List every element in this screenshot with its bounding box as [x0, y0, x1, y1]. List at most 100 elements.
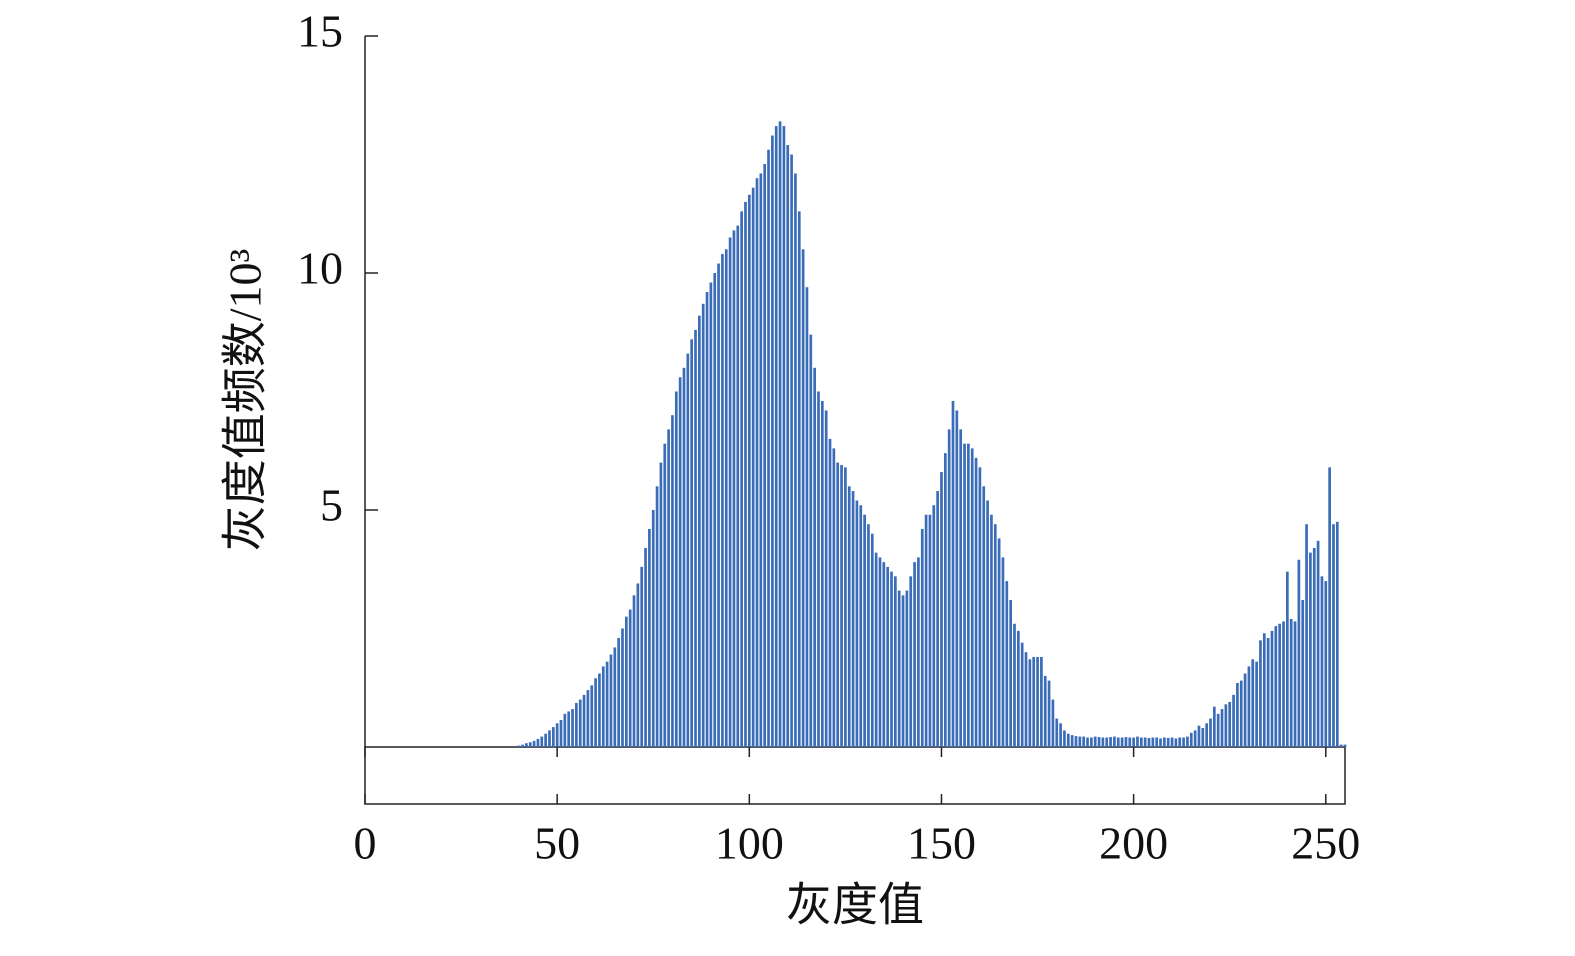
bar	[901, 595, 905, 747]
bar	[1316, 540, 1320, 747]
bar	[1297, 559, 1301, 747]
bar	[924, 514, 928, 747]
bar	[1051, 699, 1055, 747]
bar	[1320, 576, 1324, 747]
bar	[1239, 680, 1243, 747]
bar	[605, 661, 609, 747]
bar	[744, 201, 747, 747]
bar	[1024, 652, 1028, 747]
bar	[694, 329, 697, 747]
bar	[1305, 524, 1308, 747]
bar	[1093, 736, 1097, 747]
bar	[1151, 737, 1155, 747]
bar	[1259, 640, 1262, 747]
bar	[943, 453, 947, 747]
bar	[528, 742, 532, 747]
bar	[1220, 709, 1224, 747]
bar	[1120, 737, 1124, 747]
bar	[751, 187, 755, 747]
bar	[936, 491, 939, 747]
y-axis-label: 灰度值频数/10³	[220, 249, 271, 552]
bar	[563, 713, 567, 747]
bar	[970, 448, 974, 747]
bar	[1339, 744, 1343, 747]
bar	[967, 443, 970, 747]
bar	[575, 702, 578, 747]
bar	[1136, 736, 1139, 747]
bar	[674, 391, 678, 747]
bar	[521, 744, 524, 747]
bar	[1189, 732, 1193, 747]
bar	[1266, 637, 1270, 747]
bar	[1132, 737, 1135, 747]
bar	[1178, 737, 1182, 747]
y-tick-label: 5	[320, 480, 343, 531]
bar	[590, 685, 594, 747]
bar	[759, 173, 763, 747]
bar	[1186, 736, 1189, 747]
bar	[1312, 547, 1316, 747]
bar	[932, 505, 936, 747]
bar	[532, 740, 536, 747]
bar	[736, 225, 740, 748]
bar	[790, 154, 793, 747]
bar	[1086, 737, 1089, 747]
bar	[878, 557, 882, 747]
bar	[1228, 701, 1232, 747]
bar	[1205, 723, 1208, 747]
bar	[651, 510, 655, 747]
bar	[1059, 723, 1062, 747]
bar	[1301, 600, 1305, 747]
bar	[1201, 728, 1205, 747]
bar	[1105, 737, 1109, 747]
bar	[836, 462, 840, 747]
bar	[844, 467, 847, 747]
y-tick-label: 15	[297, 6, 343, 57]
bar	[813, 367, 816, 747]
x-axis-label: 灰度值	[786, 880, 924, 931]
bar	[1097, 737, 1101, 747]
bar	[1078, 736, 1082, 747]
x-tick-label: 150	[907, 818, 976, 869]
bar	[1243, 673, 1247, 747]
bar	[767, 149, 770, 747]
bar	[817, 391, 820, 747]
bar	[863, 514, 866, 747]
bar	[1293, 621, 1297, 747]
bar	[809, 334, 813, 747]
bar	[1043, 675, 1047, 747]
bar	[525, 743, 528, 747]
bar	[1282, 621, 1285, 747]
bar	[859, 505, 863, 747]
bar	[1124, 737, 1128, 747]
bar	[1001, 557, 1005, 747]
bar	[1170, 737, 1174, 747]
bar	[951, 400, 955, 747]
bar	[847, 486, 851, 747]
bar	[594, 678, 597, 747]
bar	[1113, 736, 1116, 747]
bar	[832, 448, 836, 747]
bar	[1047, 680, 1051, 747]
bar	[801, 249, 805, 748]
bar	[1247, 666, 1251, 747]
bar	[828, 438, 832, 747]
bar	[1197, 725, 1201, 747]
bar	[990, 514, 993, 747]
bar	[701, 303, 705, 747]
bar	[1159, 738, 1162, 747]
bar	[1332, 524, 1335, 747]
bar	[1335, 521, 1339, 747]
bar	[1143, 737, 1147, 747]
bar	[774, 126, 778, 747]
bar	[644, 547, 647, 747]
bar	[905, 590, 909, 747]
bar	[682, 367, 686, 747]
bar	[824, 410, 828, 747]
bar	[997, 538, 1001, 747]
bar	[928, 514, 932, 747]
bar	[874, 552, 878, 747]
bar	[686, 353, 690, 747]
bar	[982, 486, 986, 747]
bar	[909, 576, 913, 747]
